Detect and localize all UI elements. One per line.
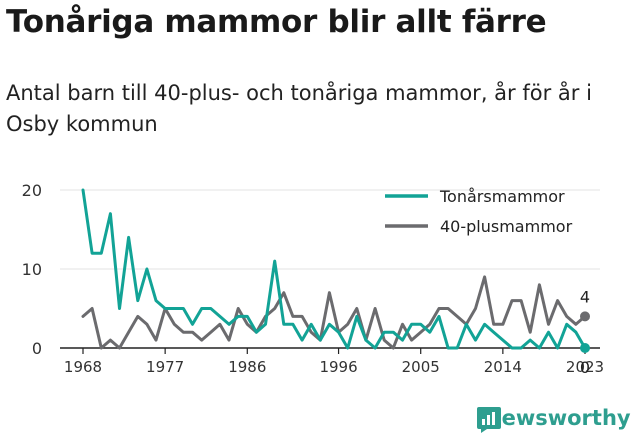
legend-label-1: 40-plusmammor: [440, 217, 573, 236]
brand-logo: Newsworthy: [476, 406, 631, 433]
series-end-point-0: [580, 343, 590, 353]
series-line-0: [81, 188, 587, 350]
x-tick-label-1977: 1977: [146, 358, 184, 376]
x-tick-label-1968: 1968: [64, 358, 102, 376]
series-end-label-1: 4: [580, 287, 590, 306]
x-tick-label-1986: 1986: [228, 358, 266, 376]
x-tick-label-2014: 2014: [484, 358, 522, 376]
chart-title: Tonåriga mammor blir allt färre: [6, 4, 547, 40]
x-tick-label-2023: 2023: [566, 358, 604, 376]
legend: Tonårsmammor 40-plusmammor: [385, 187, 573, 236]
grid: [60, 189, 600, 270]
series-layer: 40: [81, 188, 590, 377]
legend-label-0: Tonårsmammor: [439, 187, 565, 206]
x-tick-label-1996: 1996: [319, 358, 357, 376]
series-end-label-0: 0: [580, 358, 590, 377]
chart-subtitle: Antal barn till 40-plus- och tonåriga ma…: [6, 81, 592, 136]
series-end-point-1: [580, 311, 590, 322]
y-tick-label-0: 0: [32, 339, 42, 358]
x-tick-label-2005: 2005: [402, 358, 440, 376]
y-tick-label-20: 20: [22, 181, 42, 200]
chart-logo-icon: [477, 407, 501, 433]
series-line-1: [81, 275, 587, 350]
y-tick-label-10: 10: [22, 260, 42, 279]
axes: 0 10 20 1968 1977 1986 1996 2005 2014 2023: [22, 181, 604, 376]
brand-name: Newsworthy: [484, 406, 631, 430]
